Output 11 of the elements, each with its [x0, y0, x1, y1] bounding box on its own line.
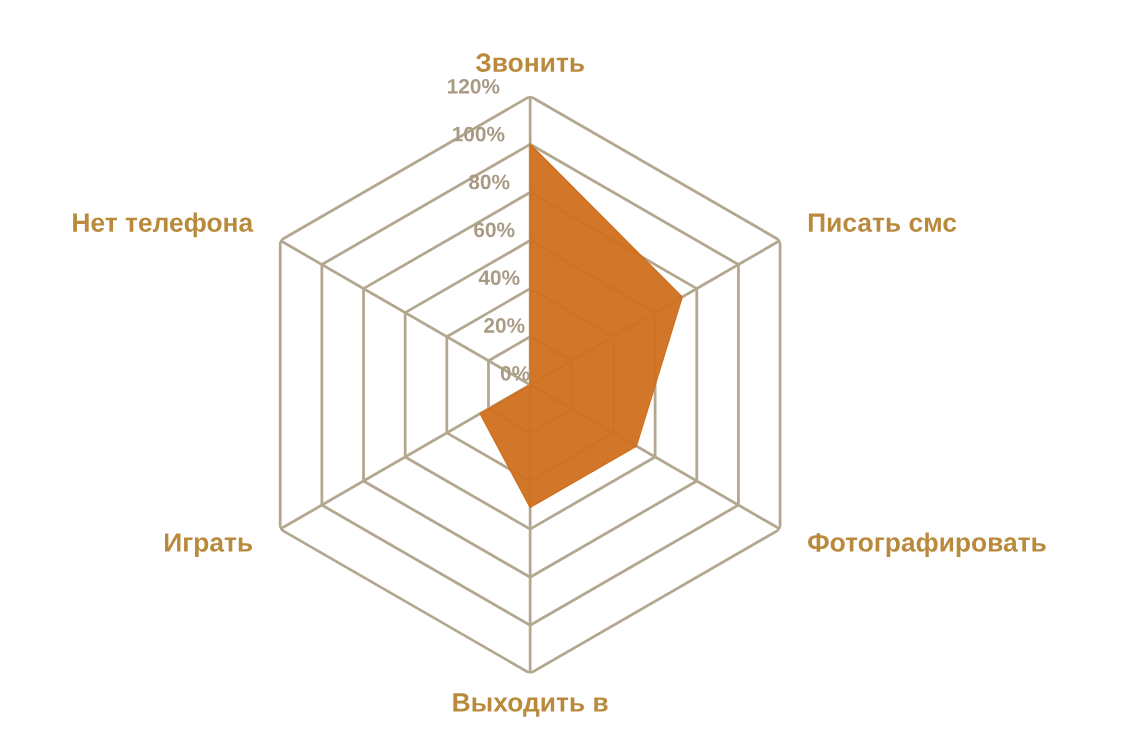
y-tick-label: 20% [484, 318, 525, 333]
y-tick-label: 40% [478, 270, 520, 286]
spoke-label: Звонить [475, 53, 584, 73]
y-tick-label: 60% [474, 222, 515, 238]
y-tick-label: 80% [469, 174, 510, 190]
spoke-label: Фотографировать [808, 532, 1046, 558]
spoke-label: Играть [165, 533, 253, 558]
spoke-label: Нет телефона [73, 212, 254, 238]
spoke-label: Выходить в [453, 693, 608, 717]
spoke-label: Писать смс [808, 213, 957, 232]
y-tick-label: 120% [448, 78, 500, 94]
